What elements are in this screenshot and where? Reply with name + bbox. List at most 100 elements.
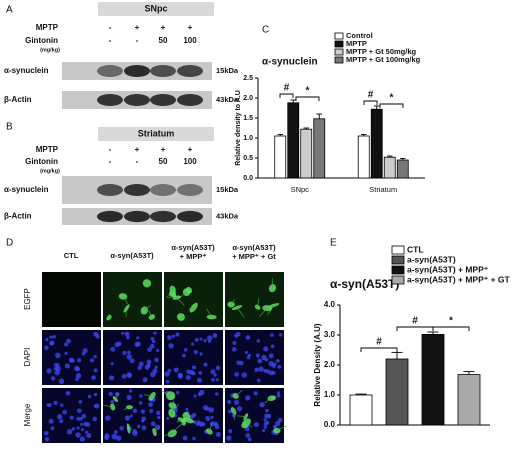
nucleus [77,358,82,363]
nucleus [236,406,243,412]
nucleus [127,350,131,355]
nucleus [268,361,274,367]
y-tick-label: 2.0 [243,95,253,102]
nucleus [44,437,50,442]
nucleus [210,369,216,375]
nucleus [141,425,147,431]
nucleus [116,341,122,347]
row-label: DAPI [23,348,32,367]
nucleus [77,408,82,414]
nucleus [226,435,232,441]
nucleus [233,399,240,405]
neurite [128,428,131,432]
legend-label: a-syn(A53T) [407,254,456,264]
neurite [235,389,243,397]
nucleus [203,362,208,367]
column-header: + MPP⁺ [180,252,207,261]
nucleus [156,348,160,353]
neurite [176,419,182,423]
nucleus [137,424,141,429]
nucleus [165,379,170,384]
treatment-value: - [136,36,139,45]
neurite [230,299,236,305]
nucleus [272,364,276,369]
nucleus [245,433,251,438]
nucleus [244,350,249,355]
nucleus [166,416,170,420]
nucleus [206,335,213,341]
nucleus [150,421,156,427]
nucleus [273,425,277,429]
row-label: Merge [23,403,32,426]
nucleus [92,416,98,422]
micrograph [42,330,101,385]
nucleus [50,426,55,431]
treatment-value: - [109,145,112,154]
nucleus [192,420,196,424]
nucleus [136,341,141,347]
significance-mark: # [412,316,418,327]
nucleus [54,369,60,376]
nucleus [150,371,156,378]
cell [176,313,186,321]
nucleus [95,334,100,339]
nucleus [157,415,161,420]
nucleus [66,338,72,344]
significance-bracket [363,100,378,105]
nucleus [148,402,153,407]
band-size: 15kDa [216,185,239,194]
nucleus [241,372,247,378]
nucleus [93,392,98,397]
nucleus [46,368,52,374]
nucleus [76,426,80,430]
nucleus [253,421,259,428]
treatment-value: - [109,157,112,166]
x-tick-label: SNpc [291,185,310,194]
nucleus [209,421,215,427]
blot-band [150,94,176,106]
y-tick-label: 2.5 [243,75,253,82]
nucleus [129,389,133,393]
nucleus [193,394,197,398]
neurite [208,423,213,432]
nucleus [173,367,179,373]
neurite [167,295,174,299]
nucleus [126,354,132,360]
treatment-value: + [188,145,193,154]
neurite [160,389,171,397]
treatment-value: 100 [183,157,197,166]
nucleus [198,371,203,375]
nucleus [69,415,74,420]
neurite [236,307,245,318]
nucleus [75,377,79,382]
nucleus [167,368,172,373]
nucleus [146,359,152,365]
treatment-value: + [161,23,166,32]
neurite [102,404,113,408]
nucleus [121,331,125,335]
nucleus [64,351,68,355]
nucleus [189,414,195,419]
nucleus [87,394,92,399]
treatment-value: + [135,23,140,32]
blot-band [124,65,150,77]
nucleus [60,403,64,407]
legend-swatch [334,56,344,64]
significance-mark: # [284,83,290,94]
neurite [176,297,185,306]
nucleus [47,403,52,408]
nucleus [105,415,111,421]
neurite [233,410,235,420]
legend-label: Control [346,31,373,40]
nucleus [93,354,97,359]
nucleus [71,427,76,431]
nucleus [184,348,188,352]
nucleus [263,422,268,426]
nucleus [49,341,54,346]
nucleus [226,399,232,405]
nucleus [197,377,203,383]
legend-swatch [391,255,405,265]
neurite [122,296,128,305]
nucleus [199,337,203,341]
treatment-label: MPTP [36,23,59,32]
